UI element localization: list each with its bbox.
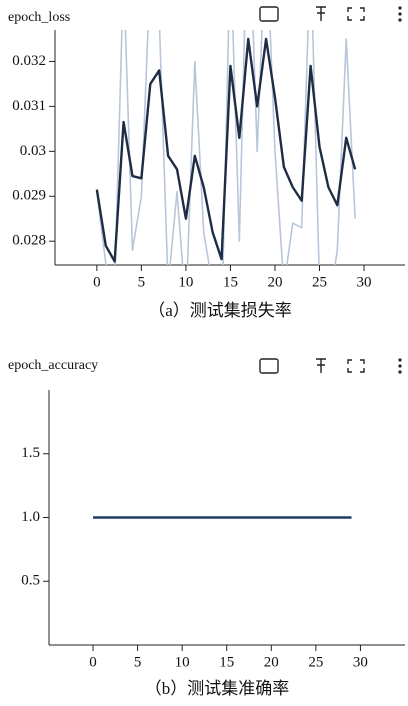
caption: （a）测试集损失率 xyxy=(148,301,292,320)
y-tick-label: 0.029 xyxy=(12,188,46,204)
x-tick-label: 5 xyxy=(138,274,146,290)
x-tick-label: 0 xyxy=(93,274,101,290)
x-tick-label: 10 xyxy=(178,274,193,290)
pin-icon[interactable] xyxy=(316,6,326,21)
x-tick-label: 0 xyxy=(89,654,97,670)
x-tick-label: 20 xyxy=(267,274,282,290)
y-tick-label: 1.5 xyxy=(21,445,40,461)
x-tick-label: 25 xyxy=(308,654,323,670)
chart-title: epoch_loss xyxy=(8,10,70,25)
x-tick-label: 5 xyxy=(134,654,142,670)
menu-icon[interactable] xyxy=(398,358,402,374)
y-tick-label: 0.032 xyxy=(12,53,46,69)
caption: （b）测试集准确率 xyxy=(145,679,290,698)
y-tick-label: 1.0 xyxy=(21,509,40,525)
y-tick-label: 0.028 xyxy=(12,233,46,249)
y-tick-label: 0.03 xyxy=(20,143,46,159)
y-tick-label: 0.5 xyxy=(21,573,40,589)
x-tick-label: 30 xyxy=(353,654,368,670)
x-tick-label: 30 xyxy=(357,274,372,290)
toolbar xyxy=(259,358,402,374)
series-line xyxy=(95,37,357,263)
y-tick-label: 0.031 xyxy=(12,98,46,114)
expand-icon[interactable] xyxy=(347,7,365,21)
x-tick-label: 15 xyxy=(219,654,234,670)
x-tick-label: 10 xyxy=(175,654,190,670)
pin-icon[interactable] xyxy=(316,358,326,373)
x-tick-label: 15 xyxy=(223,274,238,290)
x-tick-label: 20 xyxy=(264,654,279,670)
chart-title: epoch_accuracy xyxy=(8,358,98,373)
menu-icon[interactable] xyxy=(398,6,402,22)
expand-icon[interactable] xyxy=(347,359,365,373)
x-tick-label: 25 xyxy=(312,274,327,290)
toolbar xyxy=(259,6,402,22)
fit-icon[interactable] xyxy=(259,6,279,22)
plot-area xyxy=(95,30,357,265)
fit-icon[interactable] xyxy=(259,358,279,374)
